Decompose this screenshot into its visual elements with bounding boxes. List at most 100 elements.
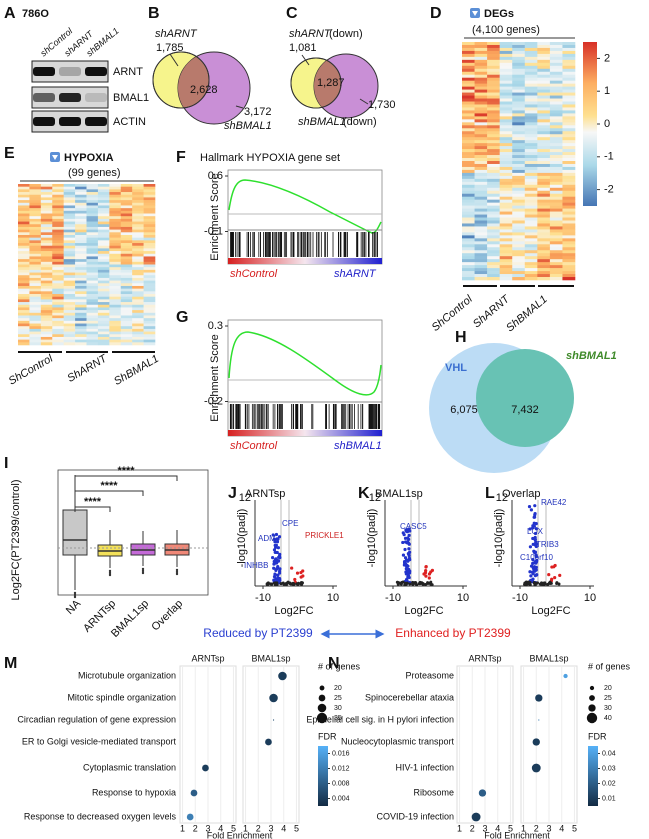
- heatmap-cell: [29, 302, 42, 306]
- heatmap-cell: [562, 205, 576, 209]
- heatmap-cell: [487, 161, 500, 165]
- heatmap-cell: [562, 143, 576, 147]
- heatmap-cell: [549, 178, 563, 183]
- heatmap-cell: [537, 110, 551, 114]
- heatmap-cell: [18, 192, 30, 196]
- heatmap-cell: [512, 277, 526, 281]
- heatmap-cell: [120, 186, 133, 190]
- heatmap-cell: [499, 74, 513, 78]
- heatmap-cell: [29, 253, 42, 257]
- heatmap-cell: [512, 175, 526, 180]
- heatmap-cell: [132, 269, 144, 273]
- heatmap-cell: [474, 80, 488, 84]
- heatmap-cell: [40, 334, 53, 338]
- heatmap-cell: [109, 213, 122, 217]
- gene-point: [402, 560, 407, 564]
- heatmap-cell: [512, 214, 526, 218]
- heatmap-cell: [52, 277, 64, 281]
- heatmap-cell: [462, 214, 475, 218]
- plot-frame: [57, 469, 209, 596]
- heatmap-cell: [499, 211, 513, 215]
- heatmap-cell: [462, 220, 475, 224]
- significance: ****: [100, 480, 118, 492]
- heatmap-cell: [18, 243, 30, 247]
- heatmap-cell: [75, 234, 87, 238]
- heatmap-cell: [52, 237, 64, 241]
- heatmap-cell: [549, 143, 563, 147]
- heatmap-cell: [524, 271, 538, 275]
- heatmap-cell: [29, 291, 42, 295]
- heatmap-cell: [549, 211, 563, 215]
- heatmap-cell: [109, 334, 122, 338]
- heatmap-cell: [487, 77, 500, 81]
- heatmap-cell: [562, 259, 576, 263]
- heatmap-cell: [549, 163, 563, 168]
- heatmap-cell: [549, 152, 563, 156]
- heatmap-cell: [499, 250, 513, 254]
- heatmap-cell: [474, 149, 488, 153]
- heatmap-cell: [143, 328, 156, 332]
- column-label: ARNTsp: [468, 653, 501, 663]
- heatmap-cell: [75, 294, 87, 297]
- heatmap-cell: [86, 218, 99, 222]
- heatmap-cell: [120, 302, 133, 306]
- heatmap-cell: [499, 235, 513, 239]
- heatmap-cell: [18, 240, 30, 244]
- heatmap-cell: [524, 211, 538, 215]
- gene-point: [402, 533, 406, 537]
- heatmap-cell: [97, 318, 110, 322]
- heatmap-cell: [499, 175, 513, 180]
- heatmap-cell: [474, 190, 488, 195]
- heatmap-cell: [86, 259, 99, 263]
- heatmap-cell: [97, 299, 110, 303]
- heatmap-cell: [474, 83, 488, 87]
- heatmap-cell: [474, 253, 488, 257]
- heatmap-cell: [29, 283, 42, 287]
- heatmap-cell: [18, 186, 30, 190]
- heatmap-cell: [474, 274, 488, 278]
- heatmap-cell: [120, 320, 133, 324]
- heatmap-cell: [29, 299, 42, 303]
- heatmap-cell: [63, 304, 76, 308]
- heatmap-cell: [75, 299, 87, 303]
- legend-label: 0.02: [602, 780, 616, 787]
- heatmap-cell: [143, 323, 156, 327]
- heatmap-cell: [562, 92, 576, 96]
- gene-label: INHBB: [244, 561, 268, 570]
- heatmap-cell: [487, 113, 500, 117]
- heatmap-cell: [120, 245, 133, 249]
- gene-point: [407, 547, 411, 551]
- heatmap-cell: [132, 186, 144, 190]
- heatmap-cell: [462, 158, 475, 162]
- heatmap-cell: [462, 104, 475, 108]
- heatmap-cell: [63, 240, 76, 244]
- heatmap-cell: [132, 291, 144, 295]
- heatmap-cell: [109, 251, 122, 255]
- heatmap-cell: [549, 101, 563, 105]
- venn-label: shBMAL1: [224, 120, 272, 132]
- heatmap-cell: [75, 213, 87, 217]
- heatmap-cell: [143, 253, 156, 257]
- legend-label: 0.008: [332, 780, 350, 787]
- heatmap-cell: [86, 288, 99, 292]
- panel-label: G: [176, 309, 188, 326]
- heatmap-cell: [487, 86, 500, 90]
- heatmap-cell: [562, 244, 576, 248]
- heatmap-cell: [18, 208, 30, 212]
- legend-title: FDR: [588, 731, 607, 741]
- heatmap-cell: [52, 253, 64, 257]
- heatmap-cell: [97, 336, 110, 340]
- gene-point: [529, 508, 533, 512]
- heatmap-cell: [40, 248, 53, 252]
- heatmap-cell: [562, 169, 576, 174]
- gene-label: ADM: [258, 534, 276, 543]
- heatmap-cell: [97, 291, 110, 295]
- heatmap-cell: [462, 101, 475, 105]
- heatmap-cell: [562, 253, 576, 257]
- plot-title: BMAL1sp: [375, 488, 423, 500]
- heatmap-cell: [549, 238, 563, 242]
- gene-point: [415, 583, 419, 587]
- heatmap-cell: [474, 166, 488, 171]
- heatmap-cell: [109, 315, 122, 319]
- heatmap-cell: [474, 262, 488, 266]
